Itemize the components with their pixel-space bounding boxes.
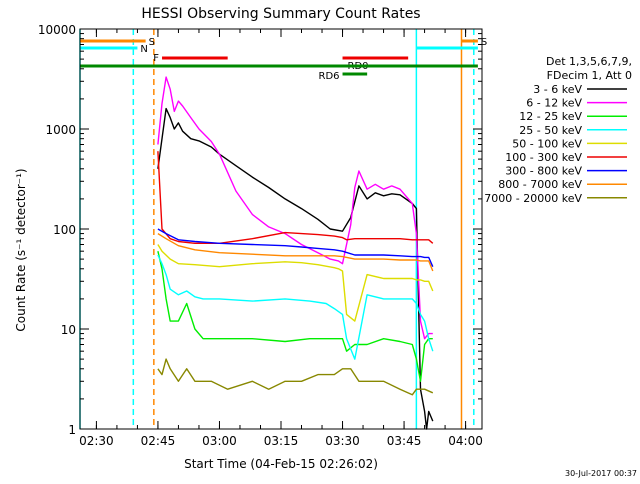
flag-label-2: N xyxy=(140,44,147,55)
timestamp-label: 30-Jul-2017 00:37 xyxy=(565,469,637,478)
series-line-0 xyxy=(157,107,434,430)
x-tick-label-1: 02:45 xyxy=(141,434,176,448)
legend-label-7: 800 - 7000 keV xyxy=(498,178,582,191)
y-tick-label-0: 1 xyxy=(68,423,76,437)
x-tick-label-3: 03:15 xyxy=(264,434,299,448)
y-tick-label-3: 1000 xyxy=(45,123,76,137)
legend-label-3: 25 - 50 keV xyxy=(519,124,582,137)
series-line-7 xyxy=(157,233,434,272)
y-axis-label: Count Rate (s⁻¹ detector⁻¹) xyxy=(14,168,28,331)
legend-label-0: 3 - 6 keV xyxy=(533,83,582,96)
flag-label-1: S xyxy=(481,37,487,48)
y-tick-label-4: 10000 xyxy=(38,23,76,37)
series-line-3 xyxy=(157,254,434,360)
y-tick-label-2: 100 xyxy=(53,223,76,237)
legend-header-decimation: FDecim 1, Att 0 xyxy=(547,69,632,82)
legend-label-4: 50 - 100 keV xyxy=(512,137,582,150)
legend-label-2: 12 - 25 keV xyxy=(519,110,582,123)
legend-label-6: 300 - 800 keV xyxy=(505,165,582,178)
legend-label-5: 100 - 300 keV xyxy=(505,151,582,164)
series-line-6 xyxy=(157,228,434,267)
legend-label-8: 7000 - 20000 keV xyxy=(484,192,582,205)
chart-title: HESSI Observing Summary Count Rates xyxy=(141,6,420,22)
x-tick-label-2: 03:00 xyxy=(202,434,237,448)
flag-label-7: RD6 xyxy=(319,71,340,82)
x-tick-label-5: 03:45 xyxy=(387,434,422,448)
flag-label-0: S xyxy=(149,37,155,48)
x-axis-label: Start Time (04-Feb-15 02:26:02) xyxy=(184,457,378,471)
x-tick-label-4: 03:30 xyxy=(325,434,360,448)
series-line-4 xyxy=(157,244,434,322)
series-line-5 xyxy=(157,151,434,245)
series-line-8 xyxy=(157,358,434,396)
legend-label-1: 6 - 12 keV xyxy=(526,97,582,110)
y-tick-label-1: 10 xyxy=(61,323,76,337)
x-tick-label-0: 02:30 xyxy=(79,434,114,448)
legend-header-detectors: Det 1,3,5,6,7,9, xyxy=(546,55,632,68)
x-tick-label-6: 04:00 xyxy=(448,434,483,448)
flag-label-4: F xyxy=(153,53,159,64)
series-line-2 xyxy=(157,251,433,382)
